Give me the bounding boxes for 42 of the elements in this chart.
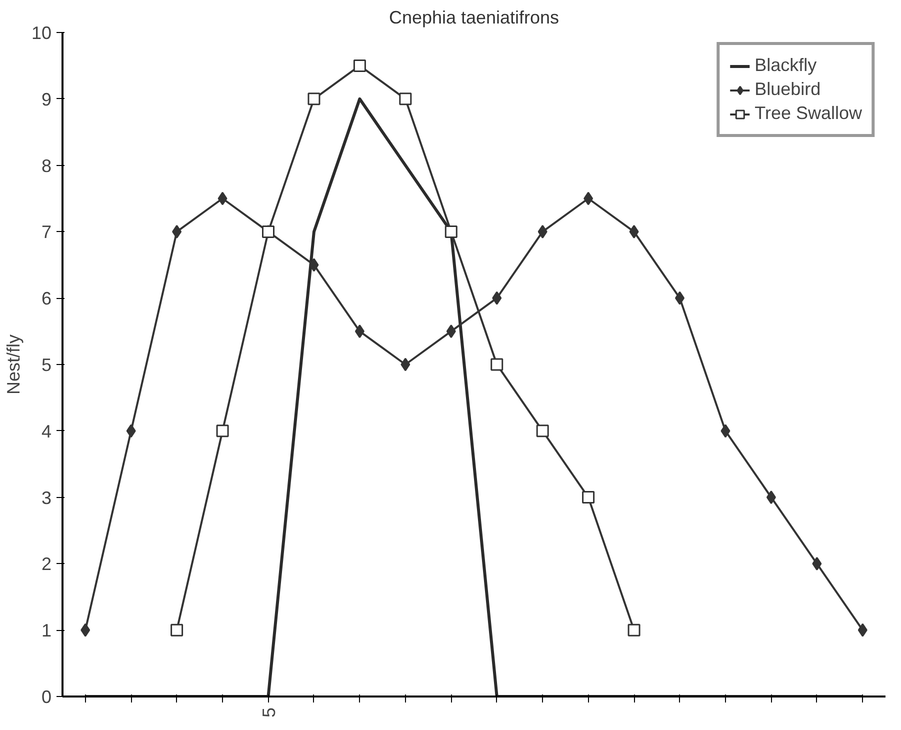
y-tick-label: 3 [41,488,52,508]
point [536,424,549,438]
y-tick-label: 1 [41,620,52,641]
point [172,224,182,238]
point [812,556,822,570]
legend-label: Tree Swallow [754,103,862,124]
point [216,424,229,438]
y-axis-title: Nest/fly [3,334,24,395]
y-tick-label: 5 [41,355,52,375]
point [126,424,136,438]
point [584,192,594,206]
point [629,224,639,238]
y-tick-label: 8 [41,156,52,176]
point [720,424,730,438]
point [490,358,504,371]
point [80,623,90,637]
point [446,324,456,338]
chart-title: Cnephia taeniatifrons [388,8,560,28]
point [170,624,184,636]
point [400,358,410,372]
point [858,623,868,637]
y-tick-label: 9 [41,89,52,110]
point [444,225,458,238]
point [538,224,548,238]
point [354,324,364,338]
y-tick-label: 0 [41,687,52,707]
point [309,258,319,272]
point [218,192,228,206]
y-tick-label: 4 [41,421,52,442]
legend-label: Blackfly [754,55,817,76]
point [766,490,776,504]
point [582,491,595,504]
point [353,59,366,72]
y-tick-label: 10 [31,23,52,43]
point [628,624,640,636]
point [399,92,412,106]
point [492,291,502,305]
y-tick-label: 6 [41,288,52,309]
y-tick-label: 7 [41,222,52,242]
y-tick-label: 2 [41,554,52,574]
point [308,92,320,106]
legend-label: Bluebird [754,79,821,100]
